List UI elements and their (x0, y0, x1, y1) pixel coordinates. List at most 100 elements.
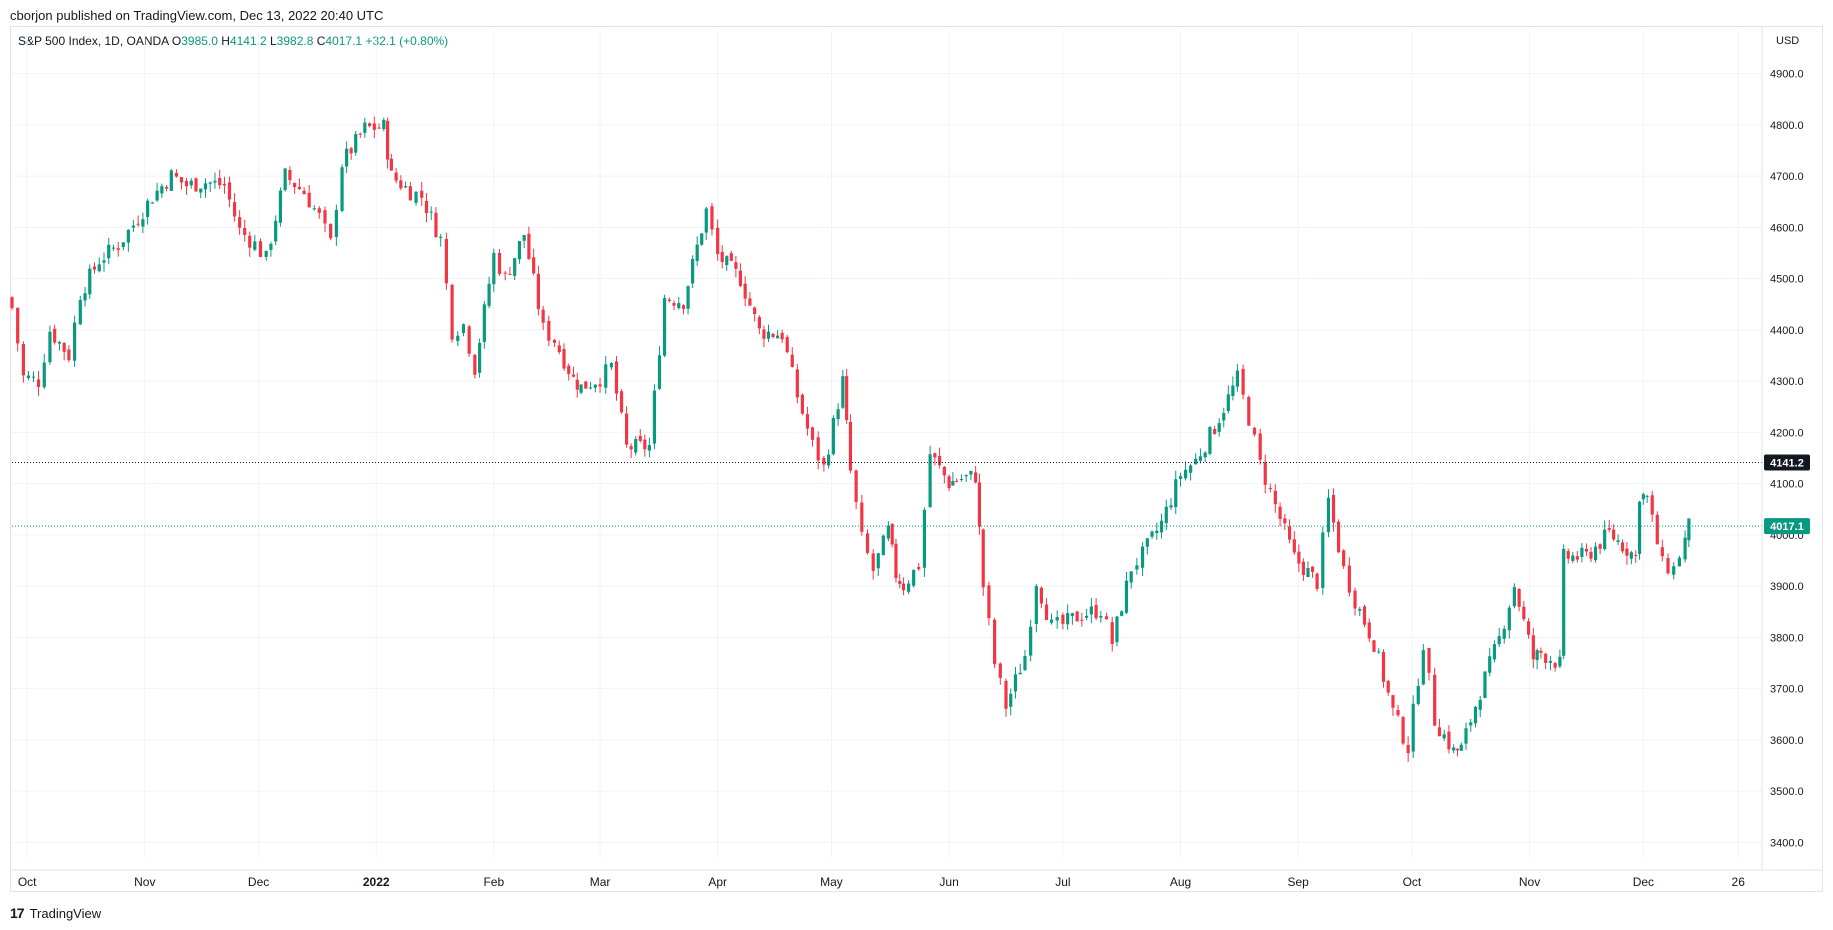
candle-down (136, 223, 140, 225)
candle-up (102, 260, 106, 263)
candle-down (444, 238, 448, 284)
y-tick-label: 3800.0 (1770, 632, 1804, 644)
candle-down (1039, 587, 1044, 604)
candle-up (1140, 546, 1145, 568)
candle-up (1580, 547, 1584, 557)
candle-down (1292, 539, 1296, 553)
candle-down (227, 182, 232, 200)
candle-up (1115, 616, 1119, 643)
candle-down (643, 439, 647, 450)
candle-down (358, 133, 362, 135)
candle-down (800, 394, 804, 414)
candle-down (629, 446, 633, 450)
candle-up (1089, 606, 1093, 615)
candle-up (1452, 747, 1456, 751)
candle-up (1377, 651, 1381, 653)
y-tick-label: 3600.0 (1770, 735, 1804, 747)
candle-down (53, 328, 57, 343)
candle-up (477, 342, 482, 373)
candle-up (492, 252, 496, 285)
candle-up (1145, 538, 1149, 547)
candle-down (743, 283, 747, 299)
candle-down (1386, 680, 1390, 693)
candle-up (964, 475, 968, 477)
candle-up (487, 283, 491, 306)
candle-down (1391, 695, 1395, 708)
candle-up (208, 182, 212, 184)
candle-up (1178, 476, 1183, 479)
candle-up (439, 236, 443, 238)
candle-down (1584, 548, 1589, 552)
high-value: 4141.2 (229, 34, 267, 48)
candle-up (677, 303, 681, 309)
candle-up (876, 553, 880, 569)
candle-up (78, 299, 82, 325)
candle-down (174, 172, 179, 177)
candle-down (497, 252, 502, 274)
candle-down (748, 298, 752, 306)
candle-up (42, 362, 46, 388)
candle-up (1013, 674, 1018, 692)
candle-up (1203, 452, 1207, 458)
candle-up (354, 134, 358, 153)
candle-up (1099, 616, 1103, 618)
candle-down (1301, 561, 1306, 576)
candle-down (625, 413, 629, 445)
candle-up (278, 190, 283, 223)
candle-down (1297, 551, 1301, 564)
x-tick-label: Nov (134, 875, 155, 889)
candle-up (1535, 650, 1539, 661)
open-label: O (171, 34, 182, 48)
candle-up (886, 525, 890, 539)
x-tick-label: Dec (248, 875, 269, 889)
candle-up (456, 335, 460, 342)
candle-up (951, 481, 955, 486)
candle-down (974, 472, 978, 483)
candle-down (503, 272, 507, 274)
symbol-name[interactable]: S&P 500 Index, 1D, OANDA (18, 34, 169, 48)
candle-down (473, 354, 477, 375)
y-tick-label: 3900.0 (1770, 581, 1804, 593)
candle-down (541, 309, 545, 323)
candle-down (372, 123, 376, 130)
x-tick-label: Nov (1519, 875, 1540, 889)
candle-down (16, 307, 20, 344)
candle-down (1625, 548, 1629, 556)
candle-up (1231, 385, 1235, 397)
candle-down (898, 580, 902, 584)
candle-up (264, 250, 268, 257)
candle-down (987, 585, 991, 619)
candle-down (1278, 506, 1282, 519)
candle-down (1044, 604, 1049, 620)
x-tick-label: Jul (1055, 875, 1070, 889)
candle-down (1589, 551, 1593, 559)
candle-up (609, 363, 614, 368)
x-tick-label: Oct (1403, 875, 1422, 889)
candle-down (288, 170, 292, 181)
candle-down (62, 342, 66, 352)
candle-up (1321, 532, 1325, 588)
candle-down (716, 227, 720, 255)
candle-down (1539, 650, 1543, 653)
candle-down (434, 212, 438, 238)
candle-up (1645, 495, 1649, 497)
candle-down (408, 186, 412, 201)
candle-down (92, 266, 97, 270)
candle-down (349, 148, 353, 154)
candle-up (695, 244, 699, 262)
candle-up (1326, 497, 1331, 533)
candle-up (513, 258, 517, 276)
candle-down (1310, 566, 1315, 572)
candle-up (382, 119, 386, 130)
candle-down (1433, 674, 1437, 726)
candle-down (1263, 461, 1267, 485)
candle-down (1607, 527, 1611, 530)
candle-down (1315, 573, 1319, 589)
candle-up (1049, 619, 1054, 623)
candle-down (785, 337, 789, 353)
candle-up (160, 186, 164, 194)
candle-up (1492, 644, 1497, 660)
candle-up (1124, 580, 1129, 613)
candle-up (97, 264, 101, 272)
